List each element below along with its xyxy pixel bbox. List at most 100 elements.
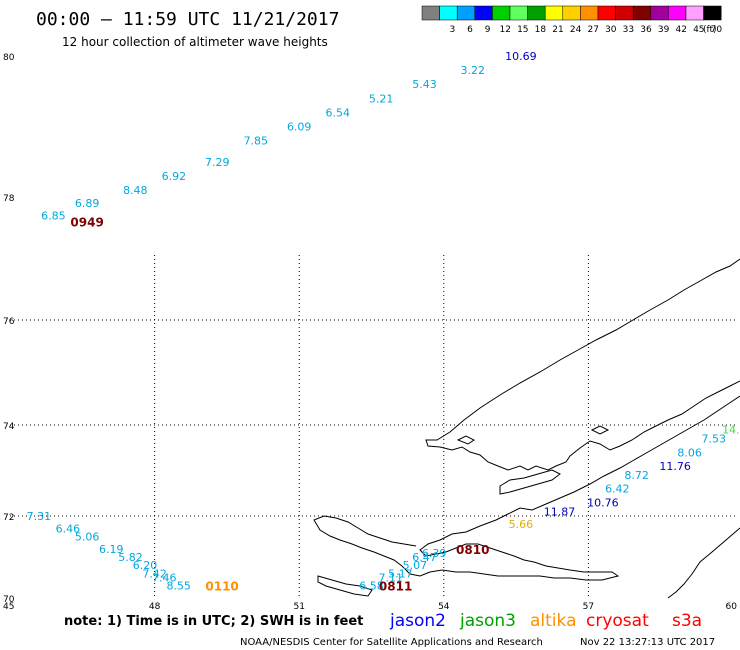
scale-swatch <box>492 5 511 21</box>
swh-observations: 6.85 6.89 8.48 6.92 7.29 7.85 6.09 6.54 5.21 5.43… <box>27 50 740 593</box>
swh-value-label: 5.17 <box>388 567 413 580</box>
swh-value-label: 8.48 <box>123 184 148 197</box>
scale-tick-label: 12 <box>499 25 510 35</box>
page-title: 00:00 – 11:59 UTC 11/21/2017 <box>36 9 339 30</box>
swh-value-label: 6.39 <box>422 547 447 560</box>
scale-swatch <box>632 5 652 21</box>
swh-value-label: 6.42 <box>605 483 630 496</box>
legend-entry: s3a <box>672 611 702 631</box>
pass-time-label: 0811 <box>379 580 412 594</box>
latitude-label: 74 <box>3 422 15 432</box>
page-subtitle: 12 hour collection of altimeter wave hei… <box>62 35 328 49</box>
coastline-fjord-notch <box>499 469 561 495</box>
swh-value-label: 5.21 <box>369 92 394 105</box>
scale-swatch <box>474 5 493 21</box>
longitude-label: 60 <box>726 602 738 612</box>
scale-tick-label: 33 <box>623 25 634 35</box>
pass-time-label: 0949 <box>70 216 103 230</box>
lat-lon-grid <box>10 255 735 598</box>
swh-value-label: 7.42 <box>142 567 167 580</box>
swh-value-label: 8.72 <box>624 469 649 482</box>
scale-swatch <box>544 5 564 21</box>
swh-value-label: 5.07 <box>403 559 428 572</box>
swh-value-label: 14.37 <box>722 424 740 437</box>
swh-value-label: 6.09 <box>287 121 312 134</box>
latitude-labels: 80 78 76 74 72 70 <box>3 53 15 605</box>
longitude-label: 45 <box>3 602 14 612</box>
legend-entry: altika <box>530 611 577 631</box>
pass-time-labels: 0949 0110 0811 0810 <box>70 216 489 594</box>
swh-value-label: 6.54 <box>326 106 351 119</box>
swh-value-label: 7.29 <box>205 156 230 169</box>
swh-value-label: 6.46 <box>56 522 81 535</box>
swh-value-label: 6.47 <box>412 551 437 564</box>
swh-value-label: 8.06 <box>677 446 702 459</box>
swh-value-label: 5.82 <box>118 551 143 564</box>
scale-swatch <box>439 5 458 21</box>
swh-value-label: 5.43 <box>412 78 437 91</box>
swh-value-label: 6.85 <box>41 209 66 222</box>
latitude-label: 72 <box>3 513 14 523</box>
swh-value-label: 7.11 <box>379 572 404 585</box>
coastline-vaygach-island <box>317 575 373 597</box>
swh-value-label: 7.31 <box>27 510 52 523</box>
scale-swatch <box>509 5 528 21</box>
swh-value-label: 6.92 <box>162 170 187 183</box>
scale-tick-label: 39 <box>658 25 670 35</box>
swh-value-label: 10.69 <box>505 50 537 63</box>
scale-tick-label: 30 <box>605 25 617 35</box>
scale-swatch <box>615 5 634 21</box>
scale-swatch <box>597 5 616 21</box>
scale-swatch <box>421 5 440 21</box>
swh-value-label: 6.20 <box>133 559 158 572</box>
scale-tick-label: 3 <box>450 25 456 35</box>
latitude-label: 76 <box>3 317 15 327</box>
scale-swatch <box>650 5 669 21</box>
footer-timestamp: Nov 22 13:27:13 UTC 2017 <box>580 637 715 648</box>
legend-entry: cryosat <box>586 611 649 631</box>
legend-entry: jason2 <box>389 611 446 631</box>
scale-swatch <box>527 5 546 21</box>
coastline-small-island-b <box>590 425 610 435</box>
footer-note: note: 1) Time is in UTC; 2) SWH is in fe… <box>64 614 363 629</box>
coastline-south-island <box>313 395 740 581</box>
latitude-label: 70 <box>3 595 15 605</box>
swh-value-label: 5.66 <box>509 518 534 531</box>
longitude-label: 54 <box>438 602 450 612</box>
longitude-label: 51 <box>293 602 304 612</box>
scale-swatch <box>703 5 722 21</box>
footer-credit: NOAA/NESDIS Center for Satellite Applica… <box>240 637 543 648</box>
coastline <box>313 258 740 599</box>
swh-value-label: 10.76 <box>587 496 619 509</box>
swh-value-label: 5.06 <box>75 531 100 544</box>
scale-tick-label: 27 <box>587 25 598 35</box>
scale-tick-label: 18 <box>535 25 547 35</box>
coastline-mainland-east <box>667 527 740 599</box>
scale-unit-label: (ft) <box>703 25 717 35</box>
scale-swatch <box>580 5 599 21</box>
scale-swatch <box>456 5 476 21</box>
swh-value-label: 11.76 <box>659 460 691 473</box>
scale-swatch <box>562 5 581 21</box>
latitude-label: 80 <box>3 53 15 63</box>
swh-value-label: 7.85 <box>244 135 269 148</box>
scale-tick-label: 15 <box>517 25 528 35</box>
scale-swatch <box>685 5 704 21</box>
scale-tick-label: 36 <box>640 25 652 35</box>
longitude-labels: 45 48 51 54 57 60 <box>3 602 737 612</box>
coastline-small-island-a <box>456 435 475 445</box>
scale-tick-label: 24 <box>570 25 582 35</box>
scale-tick-label: 70 <box>711 25 723 35</box>
swh-value-label: 6.19 <box>99 543 124 556</box>
swh-value-label: 6.58 <box>359 580 384 593</box>
longitude-label: 57 <box>583 602 594 612</box>
scale-tick-label: 42 <box>675 25 686 35</box>
scale-tick-label: 21 <box>552 25 563 35</box>
pass-time-label: 0810 <box>456 543 489 557</box>
legend-entry: jason3 <box>459 611 516 631</box>
swh-value-label: 3.22 <box>460 64 485 77</box>
coastline-north-island <box>425 258 740 471</box>
swh-value-label: 7.46 <box>152 572 177 585</box>
